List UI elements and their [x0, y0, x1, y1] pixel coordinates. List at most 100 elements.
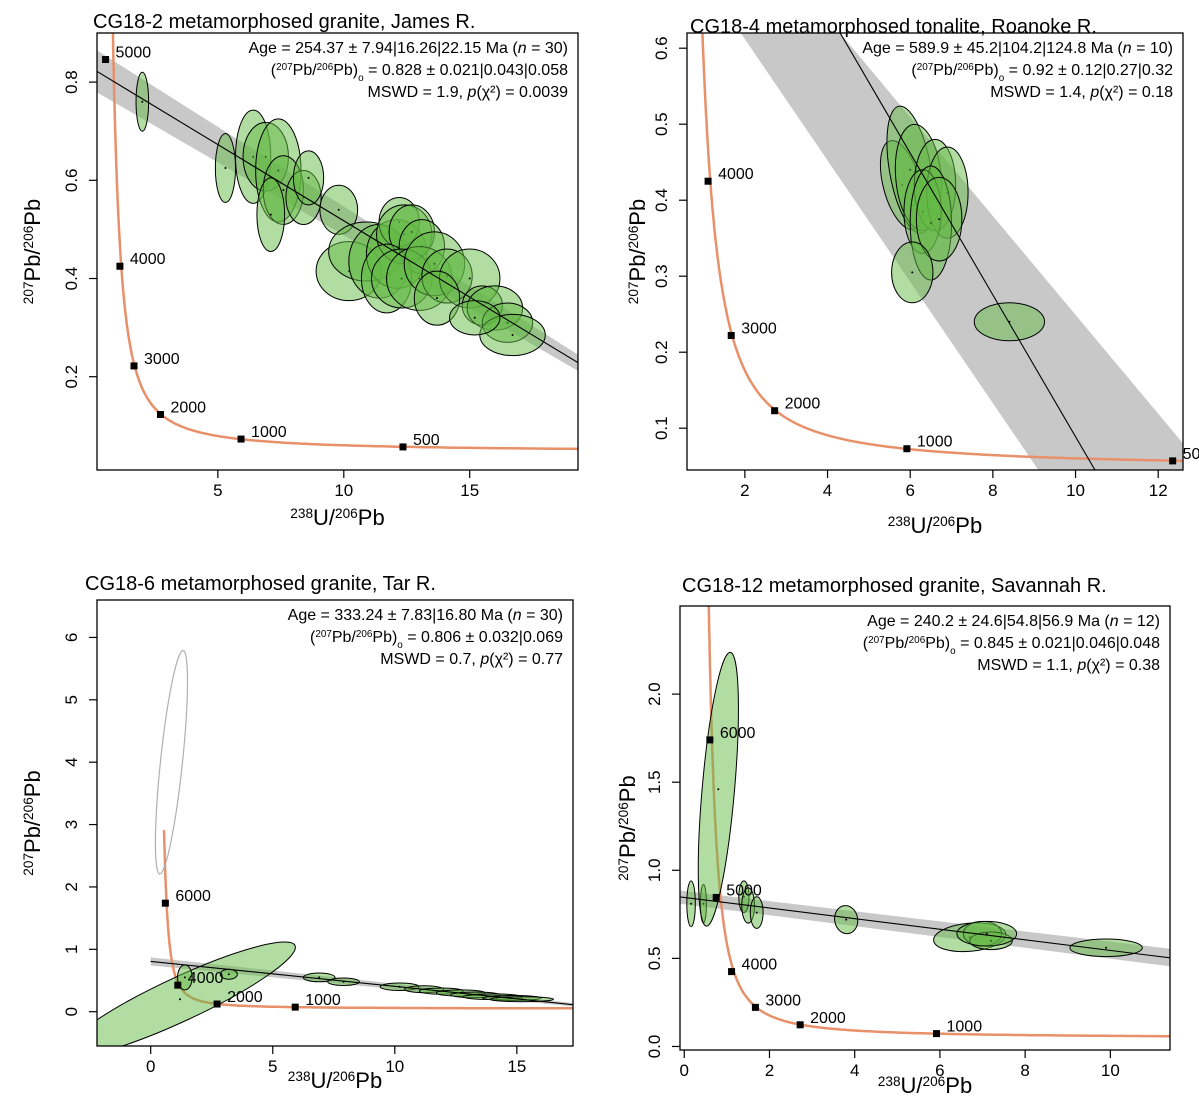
- y-tick-label: 5: [62, 695, 81, 704]
- plot-area: [701, 33, 1183, 470]
- y-tick-label: 0.1: [652, 416, 671, 440]
- concordia-curve: [111, 33, 578, 451]
- age-label: 4000: [188, 970, 224, 987]
- age-marker: [213, 1000, 221, 1008]
- mswd-annotation: MSWD = 0.7, p(χ²) = 0.77: [380, 651, 563, 668]
- data-point: [141, 100, 144, 103]
- error-band: [740, 33, 1183, 470]
- data-point: [269, 213, 272, 216]
- age-label: 1000: [251, 424, 287, 441]
- x-tick-label: 10: [385, 1057, 404, 1076]
- data-point: [1105, 946, 1108, 949]
- plot-area: [680, 606, 1170, 1038]
- age-annotation: Age = 240.2 ± 24.6|54.8|56.9 Ma (n = 12): [867, 613, 1160, 630]
- chart-title: CG18-6 metamorphosed granite, Tar R.: [85, 573, 436, 595]
- data-point: [911, 271, 914, 274]
- data-point: [337, 208, 340, 211]
- age-label: 500: [1183, 446, 1199, 463]
- age-label: 6000: [175, 888, 211, 905]
- data-point: [435, 297, 438, 300]
- chart-title: CG18-4 metamorphosed tonalite, Roanoke R…: [690, 16, 1097, 38]
- isochron-line: [97, 70, 578, 364]
- plot-frame: [679, 605, 1171, 1051]
- plot-frame: [96, 599, 574, 1047]
- x-tick-label: 5: [268, 1057, 277, 1076]
- y-tick-label: 0.4: [62, 267, 81, 291]
- plot-frame: [686, 32, 1184, 471]
- plot-area: [97, 649, 573, 1046]
- error-band: [680, 890, 1170, 967]
- panel-2: 4000 3000 2000 1000 500 2 4 6 8 10 12 0.1 0.2 0.3 0.4 0…: [625, 16, 1199, 538]
- x-tick-label: 8: [1020, 1061, 1029, 1080]
- y-tick-label: 0.2: [652, 340, 671, 364]
- x-tick-label: 5: [213, 481, 222, 500]
- y-tick-label: 6: [62, 633, 81, 642]
- data-point: [183, 976, 186, 979]
- age-marker: [771, 407, 779, 415]
- age-marker: [291, 1003, 299, 1011]
- data-point: [224, 167, 227, 170]
- age-marker: [751, 1003, 759, 1011]
- age-label: 1000: [917, 434, 953, 451]
- x-tick-label: 8: [988, 481, 997, 500]
- age-annotation: Age = 333.24 ± 7.83|16.80 Ma (n = 30): [288, 607, 563, 624]
- age-marker: [933, 1030, 941, 1038]
- age-label: 2000: [227, 989, 263, 1006]
- y-tick-label: 2.0: [645, 682, 664, 706]
- y-axis-label: 207Pb/206Pb: [615, 775, 640, 880]
- age-label: 4000: [130, 251, 166, 268]
- data-point: [307, 176, 310, 179]
- x-tick-label: 6: [905, 481, 914, 500]
- y-tick-label: 0.2: [62, 365, 81, 389]
- age-marker: [237, 435, 245, 443]
- data-point: [755, 911, 758, 914]
- intercept-annotation: (207Pb/206Pb)o = 0.806 ± 0.032|0.069: [310, 629, 563, 651]
- intercept-annotation: (207Pb/206Pb)o = 0.92 ± 0.12|0.27|0.32: [911, 62, 1173, 84]
- intercept-annotation: (207Pb/206Pb)o = 0.828 ± 0.021|0.043|0.0…: [271, 62, 568, 84]
- age-label: 3000: [144, 351, 180, 368]
- age-label: 5000: [726, 882, 762, 899]
- age-label: 3000: [765, 992, 801, 1009]
- data-point: [938, 218, 941, 221]
- x-tick-label: 0: [146, 1057, 155, 1076]
- age-marker: [399, 443, 407, 451]
- y-tick-label: 1: [62, 945, 81, 954]
- x-tick-label: 10: [1066, 481, 1085, 500]
- age-marker: [156, 411, 164, 419]
- y-axis-label: 207Pb/206Pb: [20, 770, 45, 875]
- intercept-annotation: (207Pb/206Pb)o = 0.845 ± 0.021|0.046|0.0…: [863, 635, 1160, 657]
- y-tick-label: 0.6: [62, 168, 81, 192]
- data-point: [717, 788, 720, 791]
- age-marker: [727, 331, 735, 339]
- y-tick-label: 0.6: [652, 36, 671, 60]
- y-tick-label: 0.4: [652, 188, 671, 212]
- y-tick-label: 0.8: [62, 70, 81, 94]
- age-marker: [102, 56, 110, 64]
- age-label: 1000: [947, 1019, 983, 1036]
- age-label: 500: [413, 432, 440, 449]
- age-marker: [712, 893, 720, 901]
- y-tick-label: 0: [62, 1007, 81, 1016]
- chart-title: CG18-2 metamorphosed granite, James R.: [93, 11, 475, 33]
- y-axis-label: 207Pb/206Pb: [625, 199, 650, 304]
- age-marker: [796, 1021, 804, 1029]
- isochron-line: [680, 896, 1170, 959]
- age-marker: [161, 899, 169, 907]
- y-tick-label: 0.5: [652, 112, 671, 136]
- x-tick-label: 2: [740, 481, 749, 500]
- y-tick-label: 2: [62, 882, 81, 891]
- age-marker: [130, 362, 138, 370]
- y-tick-label: 0.3: [652, 264, 671, 288]
- x-tick-label: 15: [507, 1057, 526, 1076]
- x-tick-label: 10: [1101, 1061, 1120, 1080]
- age-label: 2000: [170, 400, 206, 417]
- x-tick-label: 0: [680, 1061, 689, 1080]
- age-marker: [704, 177, 712, 185]
- x-axis-label: 238U/206Pb: [288, 1068, 382, 1093]
- data-point: [282, 189, 285, 192]
- age-annotation: Age = 254.37 ± 7.94|16.26|22.15 Ma (n = …: [248, 40, 568, 57]
- age-label: 4000: [718, 166, 754, 183]
- y-tick-label: 0.0: [645, 1035, 664, 1059]
